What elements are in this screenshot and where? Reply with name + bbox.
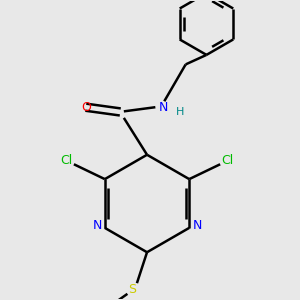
Text: H: H: [176, 107, 184, 117]
Text: S: S: [128, 283, 136, 296]
Text: Cl: Cl: [61, 154, 73, 166]
Text: O: O: [81, 101, 91, 114]
Text: N: N: [158, 101, 168, 114]
Text: N: N: [92, 219, 102, 232]
Text: N: N: [192, 219, 202, 232]
Text: Cl: Cl: [221, 154, 233, 166]
